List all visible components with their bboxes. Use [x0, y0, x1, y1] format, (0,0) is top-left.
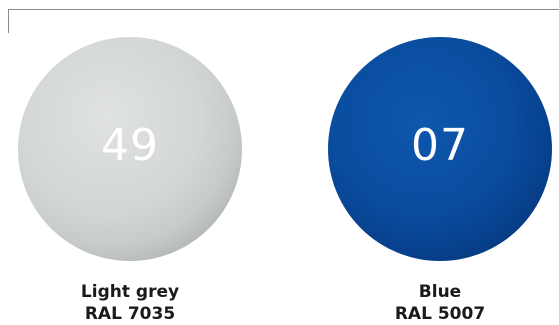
color-name: Blue — [418, 282, 462, 302]
frame-left-border — [8, 9, 9, 33]
color-code: RAL 5007 — [394, 304, 486, 324]
swatch-caption-light-grey: Light grey RAL 7035 — [18, 281, 242, 325]
swatch-number: 07 — [411, 120, 469, 171]
color-name: Light grey — [80, 282, 180, 302]
swatch-number: 49 — [101, 120, 159, 171]
color-code: RAL 7035 — [84, 304, 176, 324]
color-swatch-light-grey: 49 — [18, 37, 242, 261]
color-swatch-blue: 07 — [328, 37, 552, 261]
frame-top-border — [8, 9, 559, 10]
swatch-caption-blue: Blue RAL 5007 — [328, 281, 552, 325]
